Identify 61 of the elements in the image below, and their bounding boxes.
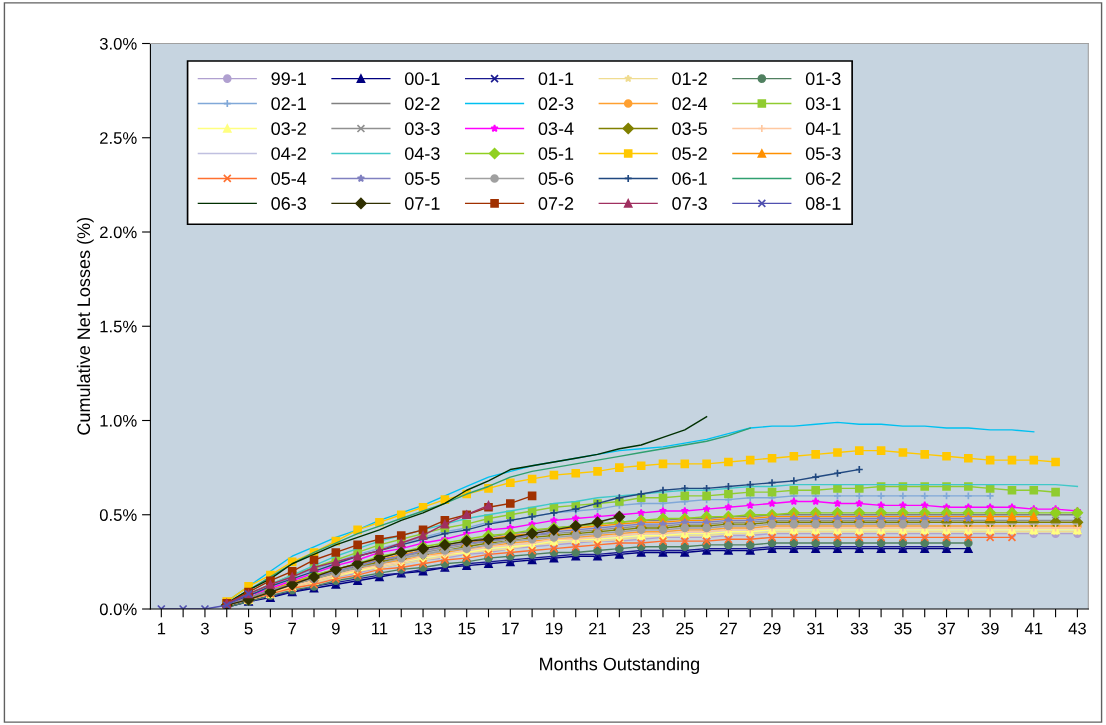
- x-tick-label: 15: [458, 622, 476, 635]
- legend-label: 05-3: [805, 147, 841, 160]
- legend-label: 07-3: [672, 197, 707, 210]
- x-tick-label: 1: [157, 622, 166, 635]
- x-tick-label: 25: [676, 622, 694, 635]
- x-tick-label: 41: [1024, 622, 1043, 635]
- legend-label: 05-2: [672, 147, 707, 160]
- x-tick-label: 31: [807, 622, 825, 635]
- legend-label: 03-1: [805, 97, 841, 111]
- y-tick-label: 1.5%: [100, 320, 137, 333]
- legend-label: 03-2: [271, 122, 306, 136]
- legend-label: 06-3: [271, 197, 306, 210]
- x-tick-label: 19: [545, 622, 563, 635]
- legend-label: 04-1: [805, 122, 841, 136]
- legend-label: 05-1: [538, 147, 574, 160]
- x-tick-label: 23: [632, 622, 650, 635]
- x-tick-label: 7: [288, 622, 296, 635]
- legend-label: 01-1: [538, 72, 574, 86]
- legend-label: 08-1: [805, 197, 841, 210]
- y-tick-label: 2.5%: [100, 132, 137, 144]
- x-tick-label: 11: [372, 622, 388, 635]
- x-axis-title: Months Outstanding: [540, 657, 699, 675]
- x-tick-label: 39: [981, 622, 999, 635]
- y-tick-label: 3.0%: [99, 37, 137, 50]
- legend-label: 02-3: [538, 97, 574, 111]
- x-tick-label: 5: [244, 622, 253, 635]
- y-axis-title: Cumulative Net Losses (%): [76, 217, 94, 435]
- legend-label: 00-1: [404, 72, 440, 86]
- legend-label: 05-4: [271, 172, 307, 185]
- legend-label: 02-4: [672, 97, 708, 111]
- legend-label: 07-1: [404, 197, 440, 210]
- legend-label: 03-4: [538, 122, 574, 136]
- y-tick-label: 0.5%: [99, 509, 137, 521]
- legend-label: 01-2: [672, 72, 707, 86]
- legend-label: 01-3: [805, 72, 841, 86]
- legend-label: 06-1: [672, 172, 707, 185]
- legend-label: 02-2: [404, 97, 440, 111]
- legend-label: 04-3: [404, 147, 440, 160]
- x-tick-label: 35: [894, 622, 912, 635]
- legend-label: 07-2: [538, 197, 574, 210]
- x-tick-label: 33: [850, 622, 868, 635]
- legend-label: 03-5: [672, 122, 707, 136]
- x-tick-label: 43: [1068, 622, 1086, 635]
- x-tick-label: 13: [415, 622, 432, 635]
- legend-label: 05-5: [404, 172, 440, 185]
- x-tick-label: 29: [763, 622, 781, 635]
- legend-label: 03-3: [404, 122, 440, 136]
- legend-label: 02-1: [271, 97, 306, 111]
- y-tick-label: 0.0%: [99, 603, 137, 616]
- x-tick-label: 27: [719, 622, 737, 635]
- x-tick-label: 37: [937, 622, 955, 635]
- x-tick-label: 17: [502, 622, 519, 635]
- x-tick-label: 9: [331, 622, 340, 635]
- x-tick-label: 21: [589, 622, 607, 635]
- legend-label: 05-6: [538, 172, 574, 185]
- legend-label: 06-2: [805, 172, 841, 185]
- x-tick-label: 3: [200, 622, 209, 635]
- legend-label: 04-2: [271, 147, 306, 160]
- legend-label: 99-1: [271, 72, 306, 86]
- y-tick-label: 1.0%: [100, 414, 137, 427]
- y-tick-label: 2.0%: [100, 226, 137, 239]
